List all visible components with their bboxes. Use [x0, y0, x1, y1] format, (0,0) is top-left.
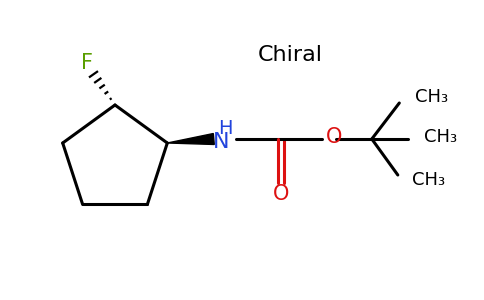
Text: O: O — [272, 184, 289, 204]
Text: CH₃: CH₃ — [415, 88, 449, 106]
Text: H: H — [219, 118, 233, 137]
Text: CH₃: CH₃ — [424, 128, 457, 146]
Polygon shape — [167, 134, 214, 145]
Text: Chiral: Chiral — [257, 45, 322, 65]
Text: O: O — [326, 127, 342, 146]
Text: N: N — [212, 132, 229, 152]
Text: F: F — [81, 53, 93, 73]
Text: CH₃: CH₃ — [412, 171, 445, 189]
